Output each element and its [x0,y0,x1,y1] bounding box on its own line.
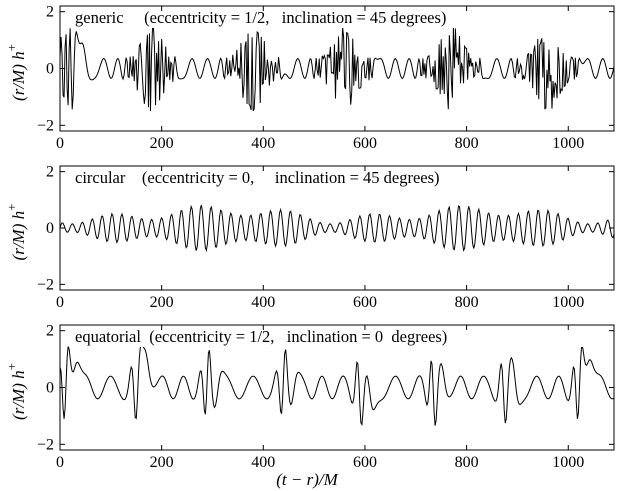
x-tick-label: 200 [150,294,174,311]
y-tick-label: 2 [46,4,54,21]
x-tick-label: 800 [455,294,479,311]
x-tick-label: 600 [353,454,377,471]
panel-title: equatorial (eccentricity = 1/2, inclinat… [75,327,447,346]
y-tick-label: 2 [46,164,54,181]
panel-1: generic (eccentricity = 1/2, inclination… [4,4,615,152]
x-tick-label: 400 [251,135,275,152]
y-tick-label: 0 [46,220,54,237]
x-tick-label: 200 [150,135,174,152]
x-tick-label: 200 [150,454,174,471]
y-tick-label: 2 [46,323,54,340]
x-axis-label: (t − r)/M [276,470,338,489]
x-tick-label: 1000 [552,454,584,471]
x-tick-label: 1000 [552,294,584,311]
panel-title: circular (eccentricity = 0, inclination … [75,168,440,187]
title-background [70,326,605,347]
x-tick-label: 600 [353,294,377,311]
y-axis-label: (r/M) h+ [4,44,28,101]
title-background [70,167,605,188]
x-tick-label: 0 [56,454,64,471]
x-tick-label: 0 [56,294,64,311]
waveform-line [59,204,615,253]
x-tick-label: 400 [251,454,275,471]
y-axis-label: (r/M) h+ [4,204,28,261]
panel-title: generic (eccentricity = 1/2, inclination… [75,8,446,27]
x-tick-label: 800 [455,135,479,152]
title-background [70,7,605,28]
waveform-line [59,344,615,427]
x-tick-label: 0 [56,135,64,152]
x-tick-label: 600 [353,135,377,152]
panel-3: equatorial (eccentricity = 1/2, inclinat… [4,323,615,489]
y-tick-label: 0 [46,380,54,397]
y-axis-label: (r/M) h+ [4,363,28,420]
x-tick-label: 800 [455,454,479,471]
y-tick-label: −2 [37,117,54,134]
x-tick-label: 1000 [552,135,584,152]
waveform-line [59,27,615,111]
panel-2: circular (eccentricity = 0, inclination … [4,164,615,311]
y-tick-label: −2 [37,276,54,293]
y-tick-label: 0 [46,61,54,78]
x-tick-label: 400 [251,294,275,311]
y-tick-label: −2 [37,436,54,453]
